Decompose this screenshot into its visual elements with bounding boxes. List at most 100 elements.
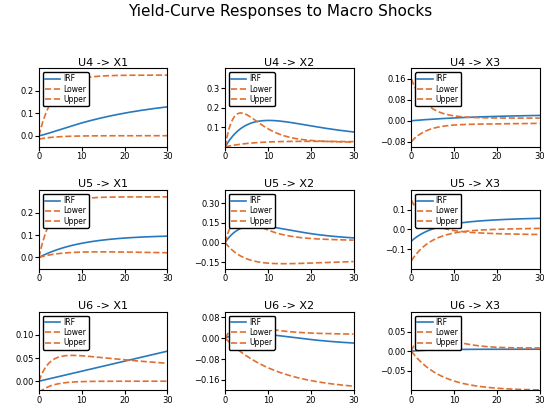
Upper	[408, 198, 415, 203]
IRF	[36, 133, 43, 138]
Lower	[298, 139, 305, 144]
Upper	[524, 116, 531, 121]
Lower	[36, 136, 43, 142]
Upper	[237, 217, 244, 222]
Legend: IRF, Lower, Upper: IRF, Lower, Upper	[43, 316, 89, 349]
Upper	[301, 236, 307, 241]
Lower	[112, 133, 119, 138]
IRF	[350, 341, 357, 346]
Lower	[516, 121, 523, 126]
Lower	[350, 383, 357, 389]
Upper	[113, 357, 119, 362]
IRF	[112, 113, 119, 118]
Upper	[152, 73, 158, 78]
Lower	[487, 385, 493, 390]
Lower	[144, 250, 151, 255]
Lower	[111, 379, 118, 384]
Lower	[487, 227, 493, 232]
Lower	[113, 249, 119, 255]
Upper	[339, 139, 346, 144]
Line: Upper: Upper	[39, 355, 167, 381]
IRF	[152, 234, 158, 239]
Lower	[144, 133, 151, 138]
Upper	[241, 323, 248, 328]
IRF	[164, 104, 171, 109]
Lower	[144, 379, 151, 384]
IRF	[536, 216, 543, 221]
Upper	[516, 345, 523, 350]
Lower	[524, 226, 531, 231]
Upper	[408, 77, 415, 82]
Lower	[338, 383, 345, 388]
IRF	[339, 234, 346, 239]
Upper	[524, 232, 531, 237]
Upper	[111, 194, 118, 200]
Lower	[408, 349, 415, 354]
Lower	[408, 257, 415, 262]
IRF	[298, 336, 305, 341]
IRF	[516, 216, 523, 221]
Lower	[487, 121, 493, 126]
Legend: IRF, Lower, Upper: IRF, Lower, Upper	[229, 72, 275, 106]
IRF	[111, 113, 118, 118]
IRF	[265, 118, 272, 123]
Line: Lower: Lower	[411, 123, 540, 142]
Upper	[408, 349, 414, 354]
Upper	[222, 336, 228, 341]
IRF	[487, 114, 493, 119]
Line: IRF: IRF	[411, 116, 540, 121]
Upper	[339, 331, 346, 336]
Lower	[36, 390, 43, 395]
Upper	[36, 255, 43, 260]
Upper	[114, 73, 121, 78]
Lower	[164, 250, 171, 255]
IRF	[330, 127, 337, 132]
Title: U5 -> X3: U5 -> X3	[450, 179, 501, 189]
IRF	[152, 106, 158, 111]
IRF	[330, 234, 337, 239]
Lower	[112, 249, 119, 255]
Upper	[115, 357, 122, 362]
Lower	[111, 133, 118, 138]
Lower	[536, 226, 543, 231]
Lower	[222, 241, 229, 246]
Lower	[300, 139, 307, 144]
Upper	[301, 330, 307, 335]
IRF	[222, 144, 228, 150]
Lower	[408, 139, 415, 144]
Lower	[484, 227, 491, 232]
IRF	[298, 230, 305, 235]
IRF	[536, 113, 543, 118]
Lower	[112, 379, 119, 384]
IRF	[152, 352, 158, 357]
Upper	[408, 76, 414, 81]
Lower	[222, 336, 229, 341]
IRF	[36, 378, 43, 383]
Upper	[484, 231, 491, 236]
Upper	[36, 131, 43, 136]
Legend: IRF, Lower, Upper: IRF, Lower, Upper	[43, 194, 89, 228]
Line: IRF: IRF	[225, 121, 353, 147]
Upper	[222, 238, 229, 243]
IRF	[487, 347, 493, 352]
Legend: IRF, Lower, Upper: IRF, Lower, Upper	[415, 194, 461, 228]
IRF	[339, 128, 346, 133]
Lower	[524, 121, 531, 126]
Upper	[222, 335, 229, 340]
IRF	[350, 235, 357, 240]
Lower	[152, 250, 159, 255]
IRF	[114, 112, 121, 117]
Upper	[536, 116, 543, 121]
Upper	[144, 359, 151, 364]
IRF	[164, 234, 171, 239]
IRF	[524, 346, 531, 352]
Line: Lower: Lower	[39, 252, 167, 257]
Lower	[36, 136, 43, 142]
IRF	[330, 339, 337, 344]
IRF	[36, 379, 43, 384]
IRF	[298, 336, 305, 341]
IRF	[112, 236, 119, 241]
Lower	[339, 260, 346, 265]
Upper	[330, 139, 337, 144]
Upper	[301, 137, 307, 142]
